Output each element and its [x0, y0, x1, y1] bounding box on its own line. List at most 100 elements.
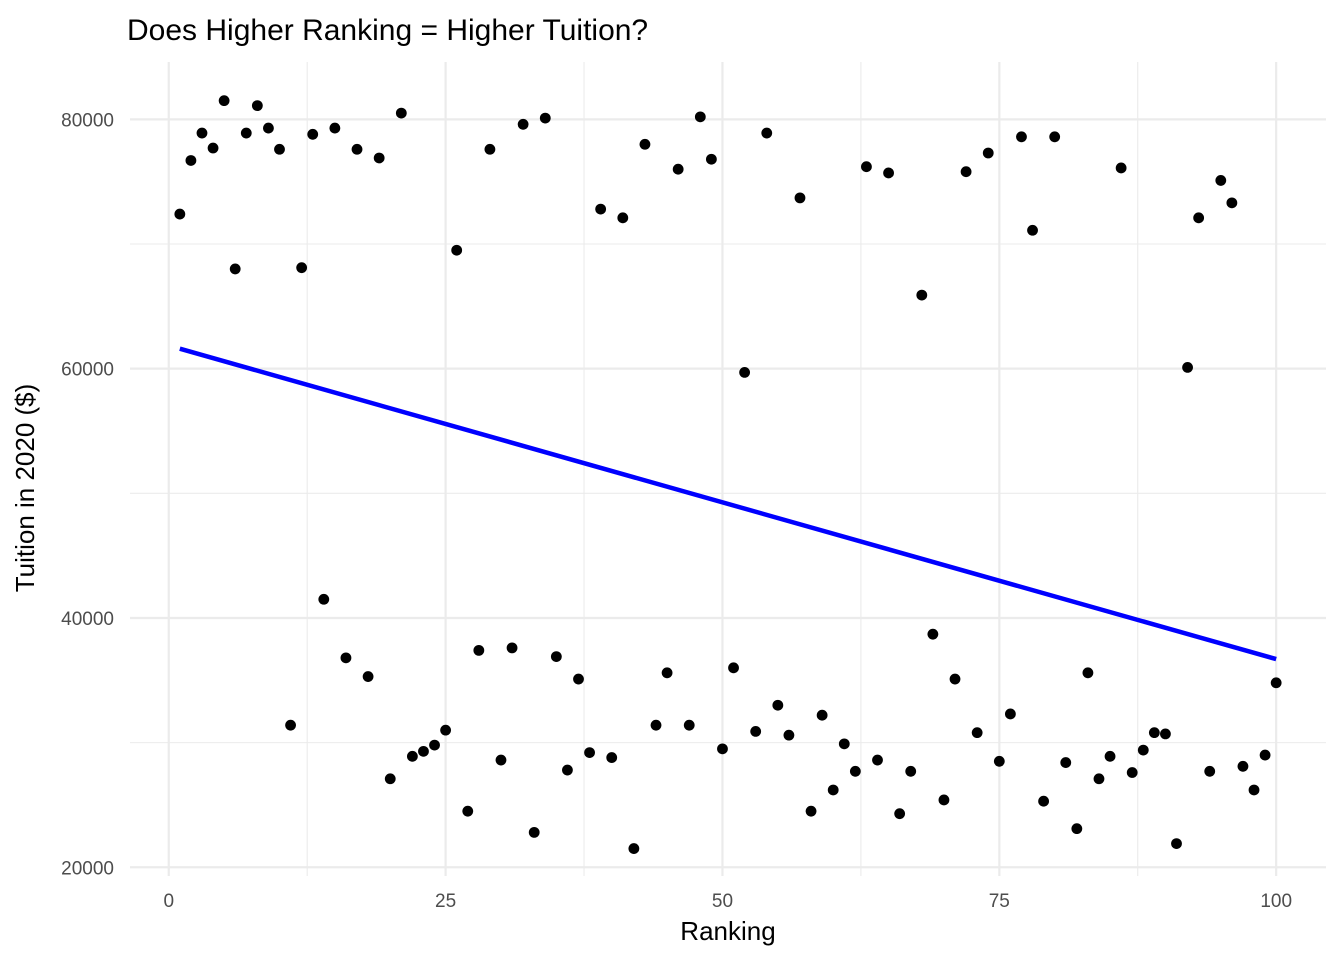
data-point — [506, 642, 518, 654]
data-point — [617, 212, 629, 224]
data-point — [739, 366, 751, 378]
data-point — [229, 263, 241, 275]
data-point — [495, 754, 507, 766]
data-point — [1182, 362, 1193, 373]
data-point — [1248, 784, 1260, 796]
data-point — [1226, 197, 1238, 209]
data-point — [1270, 677, 1282, 689]
data-point — [362, 671, 374, 682]
data-point — [1049, 131, 1061, 143]
data-point — [406, 750, 418, 762]
data-point — [462, 805, 474, 817]
data-point — [1259, 749, 1271, 761]
y-axis-title: Tuition in 2020 ($) — [10, 384, 40, 593]
data-point — [196, 127, 208, 139]
data-point — [584, 747, 595, 758]
data-point — [971, 727, 983, 739]
data-point — [1004, 708, 1016, 720]
data-point — [728, 662, 739, 674]
data-point — [993, 755, 1005, 767]
data-point — [418, 745, 429, 757]
data-point — [395, 107, 407, 119]
data-point — [872, 754, 883, 766]
data-point — [628, 843, 640, 854]
data-point — [1160, 728, 1171, 740]
x-tick-label: 0 — [163, 891, 174, 912]
data-point — [1104, 750, 1116, 762]
data-point — [251, 100, 263, 112]
data-point — [207, 142, 219, 154]
data-point — [274, 143, 285, 155]
data-point — [1215, 175, 1227, 186]
data-point — [1171, 838, 1182, 849]
data-point — [484, 143, 496, 155]
data-point — [240, 127, 252, 139]
data-point — [606, 752, 618, 763]
data-point — [296, 262, 308, 274]
data-point — [562, 764, 573, 776]
data-point — [550, 651, 562, 663]
data-point — [661, 667, 673, 679]
x-tick-label: 100 — [1260, 891, 1292, 912]
data-point — [761, 127, 773, 139]
data-point — [717, 743, 728, 755]
y-tick-label: 60000 — [61, 360, 114, 381]
data-point — [838, 738, 850, 750]
data-point — [373, 152, 385, 164]
data-point — [927, 628, 939, 640]
data-point — [650, 719, 662, 731]
data-point — [772, 699, 784, 711]
data-point — [595, 203, 607, 215]
data-point — [539, 112, 551, 124]
data-point — [285, 719, 296, 731]
data-point — [639, 138, 651, 150]
data-point — [794, 192, 806, 204]
data-point — [440, 724, 452, 736]
data-point — [517, 118, 529, 130]
data-point — [705, 153, 717, 165]
data-point — [750, 725, 762, 737]
data-point — [174, 208, 186, 220]
x-axis-title: Ranking — [680, 916, 775, 946]
data-point — [1193, 212, 1205, 224]
data-point — [1038, 795, 1050, 807]
data-point — [1115, 162, 1127, 174]
data-point — [1237, 760, 1249, 772]
data-point — [916, 289, 928, 301]
data-point — [528, 826, 540, 838]
data-point — [1016, 131, 1027, 143]
x-tick-label: 25 — [435, 891, 456, 912]
data-point — [473, 644, 485, 656]
data-point — [894, 808, 906, 820]
data-point — [1027, 224, 1038, 236]
data-point — [1137, 744, 1149, 756]
data-point — [351, 143, 363, 155]
data-point — [1082, 667, 1094, 679]
data-point — [1148, 727, 1160, 739]
data-point — [861, 161, 872, 173]
data-point — [429, 739, 440, 751]
data-point — [949, 673, 961, 685]
trend-line — [179, 346, 1277, 662]
data-point — [805, 805, 817, 817]
trend-line-layer — [179, 346, 1277, 662]
data-point — [340, 652, 352, 664]
data-point — [451, 244, 463, 256]
data-point — [694, 111, 706, 123]
data-point — [1126, 767, 1138, 778]
data-points — [174, 95, 1282, 854]
data-point — [307, 128, 319, 140]
data-point — [960, 166, 972, 178]
data-point — [329, 122, 341, 134]
data-point — [938, 794, 950, 806]
data-point — [849, 765, 861, 777]
data-point — [1060, 757, 1072, 768]
data-point — [683, 719, 695, 731]
data-point — [1204, 765, 1216, 777]
data-point — [384, 773, 396, 785]
y-tick-label: 20000 — [61, 858, 114, 879]
data-point — [573, 673, 584, 685]
data-point — [783, 729, 795, 741]
